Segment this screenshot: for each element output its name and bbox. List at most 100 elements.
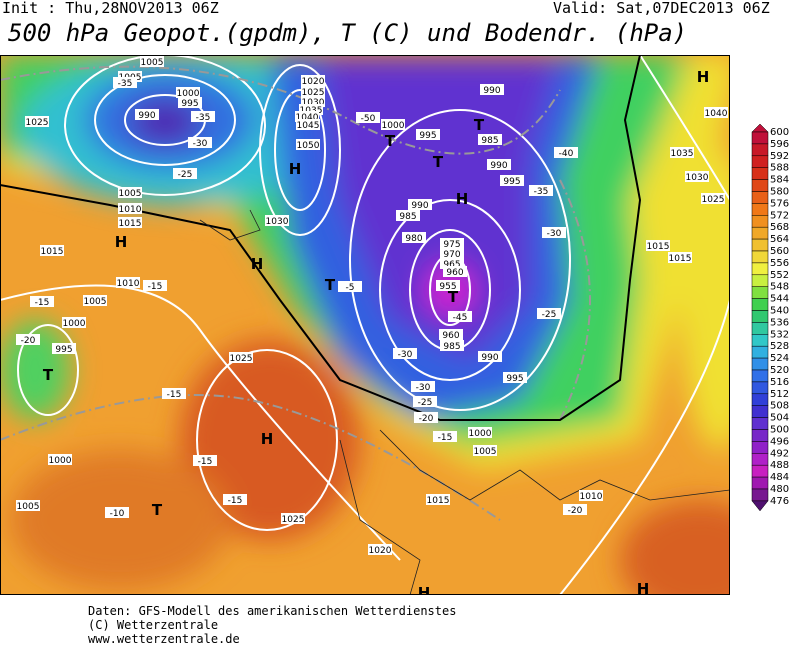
label-box: [16, 334, 40, 345]
label-box: [118, 217, 142, 228]
label-box: [685, 171, 709, 182]
label-box: [413, 396, 437, 407]
label-box: [704, 107, 728, 118]
contour-label: 1025: [26, 118, 49, 128]
contour-label: 965: [443, 260, 460, 270]
label-box: [537, 308, 561, 319]
pressure-center: H: [456, 190, 469, 208]
contour-label: 985: [399, 212, 416, 222]
label-box: [118, 71, 142, 82]
colorbar-label: 520: [770, 365, 789, 376]
contour-label: 1010: [117, 279, 140, 289]
map-frame: [0, 55, 730, 595]
label-box: [188, 137, 212, 148]
pressure-center: T: [43, 366, 54, 384]
colorbar-cell: [751, 393, 769, 406]
colorbar-label: 568: [770, 222, 789, 233]
contour-label: -5: [346, 283, 355, 293]
contour-label: 1020: [302, 77, 325, 87]
contour-label: 1030: [266, 217, 289, 227]
pressure-center: H: [289, 160, 302, 178]
colorbar-label: 484: [770, 472, 789, 483]
colorbar-label: 592: [770, 151, 789, 162]
label-box: [448, 311, 472, 322]
label-box: [299, 104, 323, 115]
label-box: [265, 215, 289, 226]
colorbar-cell: [751, 476, 769, 490]
contour-label: 1015: [427, 496, 450, 506]
label-box: [338, 281, 362, 292]
coastlines: [199, 209, 730, 595]
contour-label: 1015: [669, 254, 692, 264]
label-box: [113, 77, 137, 88]
552-line: [0, 55, 642, 421]
contour-label: -25: [418, 398, 433, 408]
label-box: [135, 109, 159, 120]
contour-label: 985: [481, 136, 498, 146]
pressure-center: T: [385, 132, 396, 150]
contour-label: 1025: [230, 354, 253, 364]
label-box: [356, 112, 380, 123]
contour-label: -30: [547, 229, 562, 239]
contour-label: 1010: [580, 492, 603, 502]
colorbar-cap: [751, 500, 769, 512]
contour-label: 995: [181, 99, 198, 109]
label-box: [670, 147, 694, 158]
colorbar-cell: [751, 286, 769, 299]
contour-label: -30: [416, 383, 431, 393]
pressure-center: H: [418, 584, 431, 602]
label-box: [414, 412, 438, 423]
label-box: [176, 87, 200, 98]
contour-label: 990: [483, 86, 500, 96]
label-box: [162, 388, 186, 399]
contour-label: -40: [559, 149, 574, 159]
label-box: [143, 280, 167, 291]
colorbar-label: 480: [770, 484, 789, 495]
colorbar-cell: [751, 334, 769, 347]
colorbar-label: 560: [770, 246, 789, 257]
pressure-center: T: [448, 288, 459, 306]
label-box: [646, 240, 670, 251]
label-box: [381, 119, 405, 130]
label-box: [301, 96, 325, 107]
contour-label: 1000: [177, 89, 200, 99]
colorbar-cell: [751, 226, 769, 240]
colorbar-label: 580: [770, 187, 789, 198]
pressure-center: H: [115, 233, 128, 251]
label-box: [554, 147, 578, 158]
contour-label: 1035: [671, 149, 694, 159]
label-box: [118, 203, 142, 214]
label-box: [440, 248, 464, 259]
label-box: [436, 280, 460, 291]
contour-label: 980: [405, 234, 422, 244]
contour-label: 1005: [119, 189, 142, 199]
contour-label: 1040: [296, 113, 319, 123]
colorbar-cell: [751, 310, 769, 323]
init-time: Init : Thu,28NOV2013 06Z: [2, 0, 219, 17]
pressure-center: T: [474, 116, 485, 134]
label-box: [140, 56, 164, 67]
temperature-field: [0, 55, 730, 595]
colorbar-cell: [751, 167, 769, 180]
colorbar-label: 476: [770, 496, 789, 507]
colorbar-label: 500: [770, 425, 789, 436]
label-box: [296, 119, 320, 130]
colorbar-label: 576: [770, 198, 789, 209]
contour-label: 1045: [297, 121, 320, 131]
colorbar-label: 524: [770, 353, 789, 364]
contour-label: -15: [167, 390, 182, 400]
pressure-center: H: [637, 580, 650, 598]
contour-label: 1025: [702, 195, 725, 205]
label-box: [191, 111, 215, 122]
contour-label: 1015: [647, 242, 670, 252]
label-box: [440, 238, 464, 249]
contour-label: 1015: [119, 219, 142, 229]
footer-line: www.wetterzentrale.de: [88, 632, 240, 646]
label-box: [529, 185, 553, 196]
label-box: [408, 199, 432, 210]
label-box: [563, 504, 587, 515]
label-box: [295, 111, 319, 122]
colorbar-cell: [751, 155, 769, 168]
label-box: [439, 329, 463, 340]
